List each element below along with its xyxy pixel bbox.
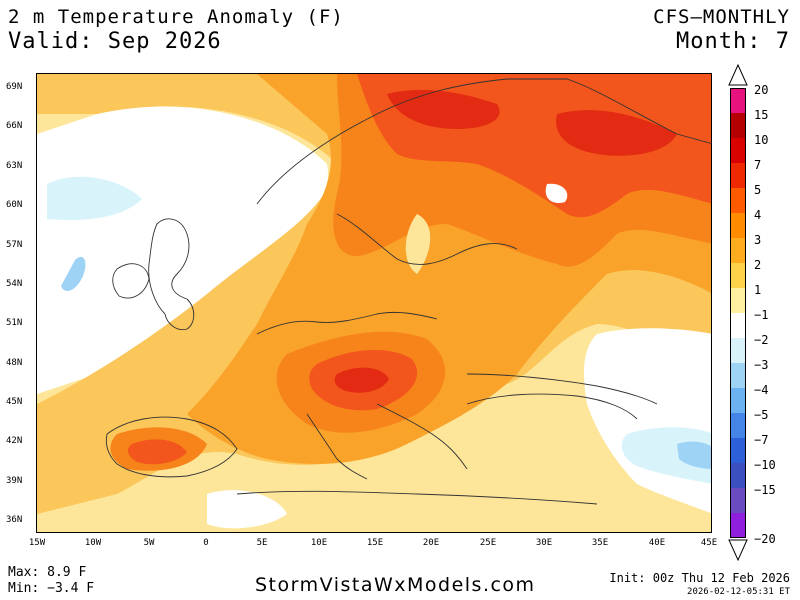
- cool-anomaly-caspian: [621, 427, 711, 484]
- legend-swatch-neg4: [730, 388, 746, 413]
- cool-anomaly-west-of-ireland: [61, 256, 86, 291]
- legend-swatch-neg5: [730, 413, 746, 438]
- map-title: 2 m Temperature Anomaly (F): [8, 6, 344, 28]
- lat-label-45n: 45N: [6, 397, 23, 407]
- generated-timestamp: 2026-02-12-05:31 ET: [687, 587, 790, 597]
- max-value: Max: 8.9 F: [8, 565, 87, 580]
- legend-label-neg5: −5: [754, 408, 769, 422]
- legend-bottom-arrow: [728, 539, 748, 561]
- min-value: Min: −3.4 F: [8, 581, 95, 596]
- forecast-month: Month: 7: [676, 29, 790, 54]
- legend-swatch-4: [730, 213, 746, 238]
- lat-label-69n: 69N: [6, 82, 23, 92]
- coastlines: [105, 78, 711, 505]
- lat-label-51n: 51N: [6, 318, 23, 328]
- neutral-north-africa: [207, 490, 287, 529]
- lat-label-48n: 48N: [6, 358, 23, 368]
- legend-label-3: 3: [754, 233, 762, 247]
- legend-label-neg15: −15: [754, 483, 776, 497]
- legend-swatch-neg1: [730, 313, 746, 338]
- lon-label-40e: 40E: [648, 538, 666, 548]
- anomaly-map-svg: [37, 74, 711, 532]
- lon-label-15e: 15E: [366, 538, 384, 548]
- legend-swatch-2: [730, 263, 746, 288]
- legend-label-neg20: −20: [754, 532, 776, 546]
- anomaly-map: [36, 73, 712, 533]
- neutral-lake: [545, 183, 568, 204]
- legend-label-2: 2: [754, 258, 762, 272]
- valid-date: Valid: Sep 2026: [8, 29, 222, 54]
- legend-label-neg4: −4: [754, 383, 769, 397]
- site-name: StormVistaWxModels.com: [255, 574, 536, 596]
- legend-label-20: 20: [754, 83, 769, 97]
- legend-swatch-5: [730, 188, 746, 213]
- lon-label-25e: 25E: [479, 538, 497, 548]
- legend-top-arrow: [728, 64, 748, 86]
- lat-label-36n: 36N: [6, 515, 23, 525]
- legend-label-1: 1: [754, 283, 762, 297]
- model-name: CFS—MONTHLY: [653, 6, 790, 28]
- legend-swatch-neg20: [730, 513, 746, 538]
- lon-label-30e: 30E: [535, 538, 553, 548]
- legend-label-4: 4: [754, 208, 762, 222]
- anomaly-core-russia: [556, 110, 677, 156]
- lon-label-15w: 15W: [28, 538, 46, 548]
- legend-label-neg1: −1: [754, 308, 769, 322]
- lon-label-5w: 5W: [143, 538, 155, 548]
- lat-label-57n: 57N: [6, 240, 23, 250]
- legend-label-neg7: −7: [754, 433, 769, 447]
- legend-swatch-neg7: [730, 438, 746, 463]
- lon-label-45e: 45E: [700, 538, 718, 548]
- lon-label-5e: 5E: [256, 538, 268, 548]
- lat-label-42n: 42N: [6, 436, 23, 446]
- legend-label-10: 10: [754, 133, 769, 147]
- legend-swatch-3: [730, 238, 746, 263]
- lat-label-39n: 39N: [6, 476, 23, 486]
- legend-swatch-neg2: [730, 338, 746, 363]
- legend-swatch-10: [730, 138, 746, 163]
- legend-label-5: 5: [754, 183, 762, 197]
- legend-swatch-1: [730, 288, 746, 313]
- legend-label-neg10: −10: [754, 458, 776, 472]
- legend-label-neg2: −2: [754, 333, 769, 347]
- cool-anomaly-caspian-core: [677, 441, 711, 469]
- lon-label-10e: 10E: [310, 538, 328, 548]
- cool-anomaly-north-atlantic: [47, 176, 142, 220]
- anomaly-core-scandinavia: [387, 89, 500, 129]
- legend-label-neg3: −3: [754, 358, 769, 372]
- lat-label-66n: 66N: [6, 121, 23, 131]
- init-time: Init: 00z Thu 12 Feb 2026: [609, 571, 790, 585]
- legend-swatch-20: [730, 88, 746, 113]
- legend-swatch-neg10: [730, 463, 746, 488]
- lat-label-60n: 60N: [6, 200, 23, 210]
- warm-anomaly-baltic: [405, 214, 431, 274]
- legend-swatch-neg3: [730, 363, 746, 388]
- lon-label-20e: 20E: [422, 538, 440, 548]
- lon-label-10w: 10W: [84, 538, 102, 548]
- legend-swatch-7: [730, 163, 746, 188]
- lon-label-0: 0: [203, 538, 209, 548]
- legend-label-7: 7: [754, 158, 762, 172]
- anomaly-core-alps: [334, 367, 389, 393]
- legend-swatch-neg15: [730, 488, 746, 513]
- legend-swatch-15: [730, 113, 746, 138]
- lon-label-35e: 35E: [591, 538, 609, 548]
- legend-label-15: 15: [754, 108, 769, 122]
- lat-label-63n: 63N: [6, 161, 23, 171]
- anomaly-band-5-7-iberia: [127, 439, 187, 465]
- lat-label-54n: 54N: [6, 279, 23, 289]
